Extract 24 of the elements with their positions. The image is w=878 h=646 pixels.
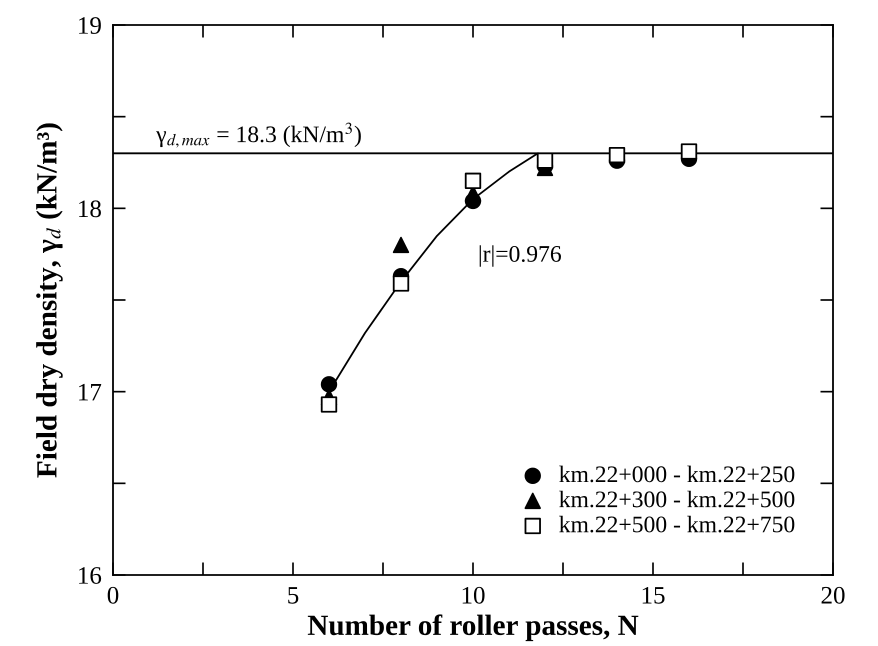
point: [392, 275, 410, 292]
x-tick-label: 20: [822, 586, 845, 604]
point: [464, 172, 482, 190]
y-tick-label: 19: [79, 17, 101, 34]
x-axis-title: Number of roller passes, N: [308, 614, 638, 642]
legend-label: km.22+500 - km.22+750: [559, 516, 794, 533]
point: [608, 146, 626, 164]
x-tick-label: 10: [462, 586, 485, 604]
legend-label: km.22+300 - km.22+500: [559, 490, 794, 508]
point: [320, 376, 338, 393]
point: [536, 152, 554, 169]
y-tick-label: 18: [79, 200, 101, 218]
x-tick-label: 15: [642, 586, 665, 604]
y-tick-label: 17: [79, 384, 102, 400]
legend-label: km.22+000 - km.22+250: [559, 466, 794, 482]
point: [392, 236, 410, 254]
point: [320, 396, 338, 413]
x-tick-label: 0: [108, 586, 118, 604]
y-tick-label: 16: [79, 567, 102, 584]
y-axis-title: Field dry density, γ$_{d}$ (kN/m³): [36, 123, 63, 478]
point: [680, 143, 698, 160]
annotation: |r|=0.976: [480, 245, 561, 267]
ref-line-label: γ$_{d,max}$ = 18.3 (kN/m$^{3}$): [156, 122, 361, 148]
x-tick-label: 5: [288, 587, 298, 604]
